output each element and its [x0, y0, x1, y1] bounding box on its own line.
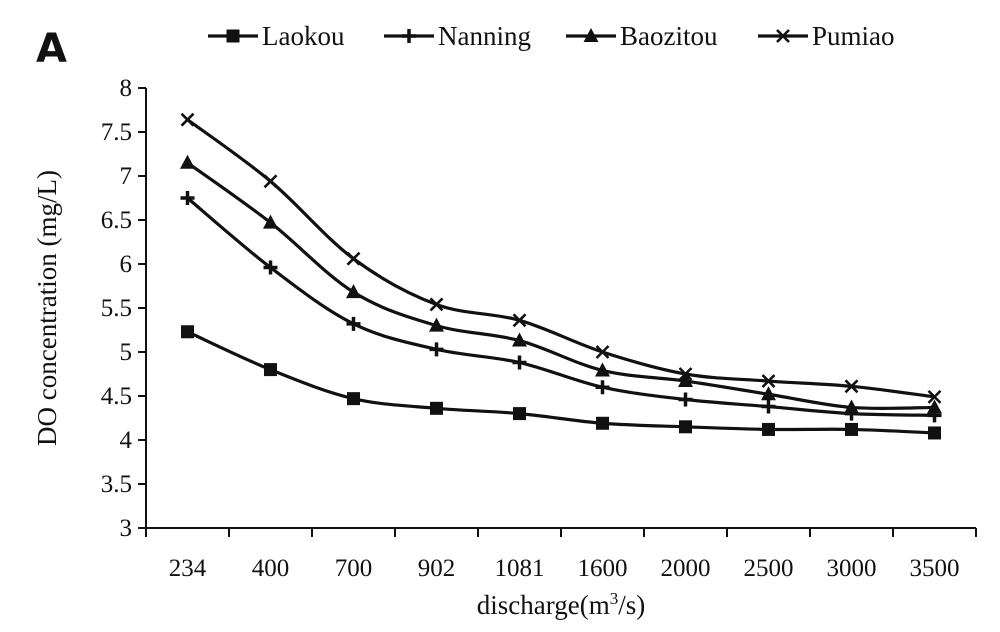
data-point-laokou [264, 363, 277, 377]
data-point-pumiao [346, 251, 361, 266]
data-point-pumiao [180, 112, 195, 127]
x-tick-label: 700 [335, 555, 373, 582]
series-group [180, 112, 942, 440]
data-point-pumiao [678, 367, 693, 381]
data-point-baozitou [595, 362, 610, 377]
y-tick-label: 7.5 [101, 119, 132, 146]
y-tick-label: 8 [120, 75, 133, 102]
x-tick-label: 1600 [578, 555, 628, 582]
data-point-nanning [263, 260, 278, 275]
series-nanning [180, 191, 942, 423]
legend-item-laokou: Laokou [208, 21, 345, 51]
data-point-laokou [928, 426, 941, 440]
y-axis-label: DO concentration (mg/L) [32, 170, 62, 446]
y-tick-label: 5 [120, 339, 133, 366]
x-axis-label-superscript: 3 [610, 589, 619, 608]
legend-marker-nanning [402, 29, 416, 43]
y-tick-label: 4.5 [101, 383, 132, 410]
x-axis-label-base: discharge(m [477, 590, 610, 620]
data-point-laokou [347, 392, 360, 406]
data-point-laokou [845, 422, 858, 436]
x-ticks: 234 400 700 902 1081 1600 2000 2500 3000 3500 [145, 528, 977, 582]
data-point-nanning [429, 342, 444, 357]
series-pumiao [180, 112, 942, 404]
data-point-laokou [513, 407, 526, 421]
x-tick-label: 2500 [744, 555, 794, 582]
data-point-nanning [512, 355, 527, 370]
data-point-laokou [679, 420, 692, 434]
y-tick-label: 6.5 [101, 207, 132, 234]
panel-label: A [36, 26, 67, 72]
legend-item-pumiao: Pumiao [758, 21, 895, 51]
data-point-baozitou [512, 332, 527, 347]
legend-marker-laokou [226, 29, 240, 43]
legend: Laokou Nanning Baozitou Pumiao [208, 21, 895, 51]
legend-item-baozitou: Baozitou [566, 21, 718, 51]
data-point-pumiao [844, 379, 859, 394]
legend-marker-baozitou [583, 28, 599, 42]
legend-label-laokou: Laokou [262, 21, 345, 51]
y-tick-label: 5.5 [101, 295, 132, 322]
series-line-pumiao [185, 118, 937, 399]
data-point-baozitou [844, 399, 859, 414]
x-axis-label-tail: /s) [618, 590, 645, 620]
y-tick-label: 4 [120, 427, 133, 454]
data-point-pumiao [429, 297, 444, 312]
x-tick-label: 1081 [495, 555, 545, 582]
data-point-baozitou [429, 317, 444, 332]
x-axis-label: discharge(m3/s) [477, 589, 645, 620]
data-point-baozitou [761, 386, 776, 401]
y-tick-label: 7 [120, 163, 133, 190]
data-point-pumiao [927, 389, 942, 404]
y-tick-label: 3 [120, 515, 133, 542]
x-tick-label: 2000 [661, 555, 711, 582]
data-point-laokou [596, 416, 609, 430]
data-point-nanning [180, 191, 195, 205]
data-point-laokou [181, 325, 194, 339]
y-tick-label: 3.5 [101, 471, 132, 498]
series-laokou [181, 325, 941, 440]
legend-item-nanning: Nanning [384, 21, 531, 51]
x-tick-label: 3500 [910, 555, 960, 582]
data-point-pumiao [263, 174, 278, 189]
series-line-baozitou [185, 161, 937, 411]
y-tick-label: 6 [120, 251, 133, 278]
x-tick-label: 902 [418, 555, 456, 582]
legend-label-pumiao: Pumiao [812, 21, 895, 51]
legend-marker-pumiao [776, 29, 790, 43]
data-point-baozitou [180, 154, 195, 169]
legend-label-nanning: Nanning [438, 21, 531, 51]
x-tick-label: 234 [169, 555, 207, 582]
data-point-baozitou [263, 214, 278, 229]
axes [145, 88, 976, 529]
data-point-baozitou [346, 284, 361, 299]
data-point-baozitou [678, 373, 693, 388]
x-tick-label: 400 [252, 555, 290, 582]
data-point-pumiao [512, 313, 527, 328]
y-ticks: 3 3.5 4 4.5 5 5.5 6 6.5 7 7.5 8 [101, 75, 146, 542]
series-line-nanning [185, 196, 937, 417]
data-point-nanning [678, 392, 693, 407]
data-point-nanning [346, 316, 361, 331]
data-point-pumiao [595, 345, 610, 359]
series-line-laokou [185, 330, 937, 435]
data-point-baozitou [927, 399, 942, 414]
data-point-pumiao [761, 374, 776, 388]
data-point-nanning [761, 399, 776, 414]
data-point-laokou [430, 401, 443, 415]
series-baozitou [180, 154, 942, 414]
legend-label-baozitou: Baozitou [620, 21, 718, 51]
data-point-laokou [762, 422, 775, 436]
x-tick-label: 3000 [827, 555, 877, 582]
data-point-nanning [595, 380, 610, 395]
